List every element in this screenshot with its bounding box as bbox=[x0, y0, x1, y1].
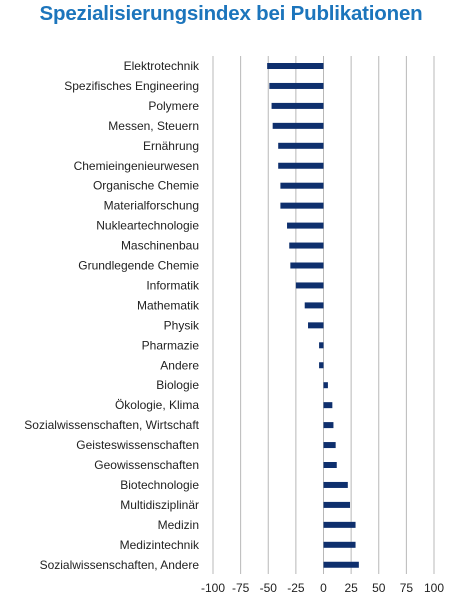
category-label: Pharmazie bbox=[142, 338, 200, 352]
bar bbox=[323, 541, 356, 548]
category-label: Multidisziplinär bbox=[120, 498, 199, 512]
bar bbox=[290, 262, 324, 269]
bar bbox=[308, 322, 324, 329]
category-label: Mathematik bbox=[137, 298, 200, 312]
category-label: Grundlegende Chemie bbox=[78, 259, 199, 273]
bar bbox=[323, 462, 337, 468]
x-tick-labels: -100 -75 -50 -25 0 25 50 75 100 bbox=[201, 581, 444, 595]
bar bbox=[323, 382, 328, 389]
bar bbox=[323, 442, 336, 449]
bar bbox=[280, 202, 324, 209]
category-label: Elektrotechnik bbox=[124, 59, 200, 73]
x-tick-label: 0 bbox=[320, 581, 327, 595]
bar bbox=[323, 481, 348, 488]
bar bbox=[287, 222, 324, 229]
category-label: Sozialwissenschaften, Wirtschaft bbox=[24, 418, 199, 432]
bar bbox=[280, 182, 324, 189]
category-label: Biotechnologie bbox=[120, 478, 199, 492]
bar bbox=[323, 422, 334, 429]
bar bbox=[323, 501, 351, 508]
category-label: Materialforschung bbox=[104, 199, 199, 213]
bar bbox=[295, 282, 324, 289]
category-label: Messen, Steuern bbox=[108, 119, 199, 133]
category-label: Spezifisches Engineering bbox=[64, 79, 199, 93]
x-tick-label: 100 bbox=[424, 581, 444, 595]
x-tick-label: -75 bbox=[232, 581, 250, 595]
bar bbox=[272, 122, 324, 129]
category-label: Sozialwissenschaften, Andere bbox=[40, 558, 200, 572]
category-label: Ernährung bbox=[143, 139, 199, 153]
chart-title: Spezialisierungsindex bei Publikationen bbox=[39, 2, 423, 25]
bar bbox=[323, 402, 333, 409]
x-tick-label: -25 bbox=[287, 581, 305, 595]
category-label: Geisteswissenschaften bbox=[76, 438, 199, 452]
category-label: Chemieingenieurwesen bbox=[74, 159, 199, 173]
grid-lines bbox=[212, 56, 435, 574]
category-label: Geowissenschaften bbox=[94, 458, 199, 472]
x-tick-label: -50 bbox=[260, 581, 278, 595]
category-label: Nukleartechnologie bbox=[96, 219, 199, 233]
category-label: Physik bbox=[164, 318, 200, 332]
category-labels: Elektrotechnik Spezifisches Engineering Po… bbox=[24, 59, 200, 572]
category-label: Medizin bbox=[158, 518, 199, 532]
category-label: Biologie bbox=[156, 378, 199, 392]
x-tick-label: 25 bbox=[344, 581, 358, 595]
category-label: Informatik bbox=[146, 278, 200, 292]
x-tick-label: -100 bbox=[201, 581, 225, 595]
category-label: Medizintechnik bbox=[120, 538, 200, 552]
category-label: Maschinenbau bbox=[121, 239, 199, 253]
bar bbox=[323, 521, 356, 528]
bar bbox=[269, 82, 324, 89]
x-tick-label: 50 bbox=[372, 581, 386, 595]
bar bbox=[271, 102, 324, 109]
x-tick-label: 75 bbox=[400, 581, 414, 595]
bar bbox=[319, 342, 324, 349]
bars bbox=[267, 63, 359, 568]
bar bbox=[289, 242, 324, 249]
category-label: Ökologie, Klima bbox=[115, 398, 199, 412]
category-label: Organische Chemie bbox=[93, 179, 199, 193]
bar bbox=[304, 302, 324, 309]
category-label: Polymere bbox=[148, 99, 199, 113]
bar bbox=[278, 142, 324, 149]
bar bbox=[278, 162, 324, 169]
bar bbox=[267, 63, 324, 69]
bar bbox=[319, 362, 324, 369]
bar bbox=[323, 561, 359, 568]
category-label: Andere bbox=[160, 358, 199, 372]
